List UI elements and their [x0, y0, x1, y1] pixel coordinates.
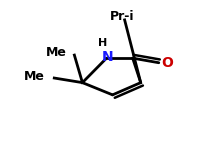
Text: N: N [101, 50, 113, 64]
Text: H: H [97, 38, 107, 48]
Text: O: O [160, 56, 172, 70]
Text: Me: Me [45, 46, 66, 58]
Text: Me: Me [24, 70, 45, 83]
Text: Pr-i: Pr-i [110, 10, 134, 22]
